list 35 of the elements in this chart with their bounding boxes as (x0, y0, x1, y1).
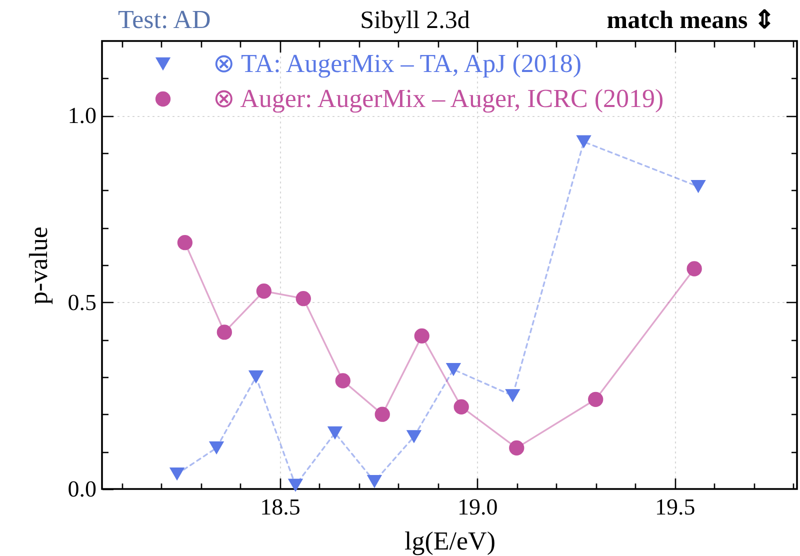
point (414, 328, 430, 344)
text: match means ⇕ (606, 7, 775, 34)
point (296, 291, 311, 306)
point (576, 135, 592, 148)
chart-title: Sibyll 2.3d (360, 7, 470, 34)
point (256, 284, 272, 299)
x-tick-label: 19.5 (654, 494, 696, 520)
x-axis-title: lg(E/eV) (404, 526, 496, 556)
point (454, 399, 469, 414)
point (169, 468, 185, 481)
x-tick-label: 19.0 (458, 494, 498, 520)
point (335, 373, 350, 388)
point (686, 261, 702, 276)
y-tick-label: 0.5 (68, 290, 96, 315)
point (327, 426, 343, 440)
point (509, 440, 524, 456)
y-axis-title: p-value (24, 226, 53, 304)
y-tick-label: 1.0 (68, 103, 96, 128)
point (288, 478, 304, 492)
point (216, 324, 232, 340)
text: Test: AD (118, 5, 211, 34)
y-tick-label: 0.0 (68, 476, 96, 502)
point (446, 362, 462, 376)
point (505, 389, 520, 402)
point (588, 392, 604, 407)
point (366, 474, 382, 488)
x-tick-label: 18.5 (260, 494, 300, 520)
point (177, 235, 193, 250)
point (406, 430, 422, 444)
legend-label: ⊗ Auger: AugerMix – Auger, ICRC (2019) (213, 84, 664, 113)
point (248, 370, 264, 384)
point (374, 406, 390, 422)
point (690, 180, 706, 194)
legend-label: ⊗ TA: AugerMix – TA, ApJ (2018) (213, 49, 582, 78)
point (208, 441, 224, 454)
